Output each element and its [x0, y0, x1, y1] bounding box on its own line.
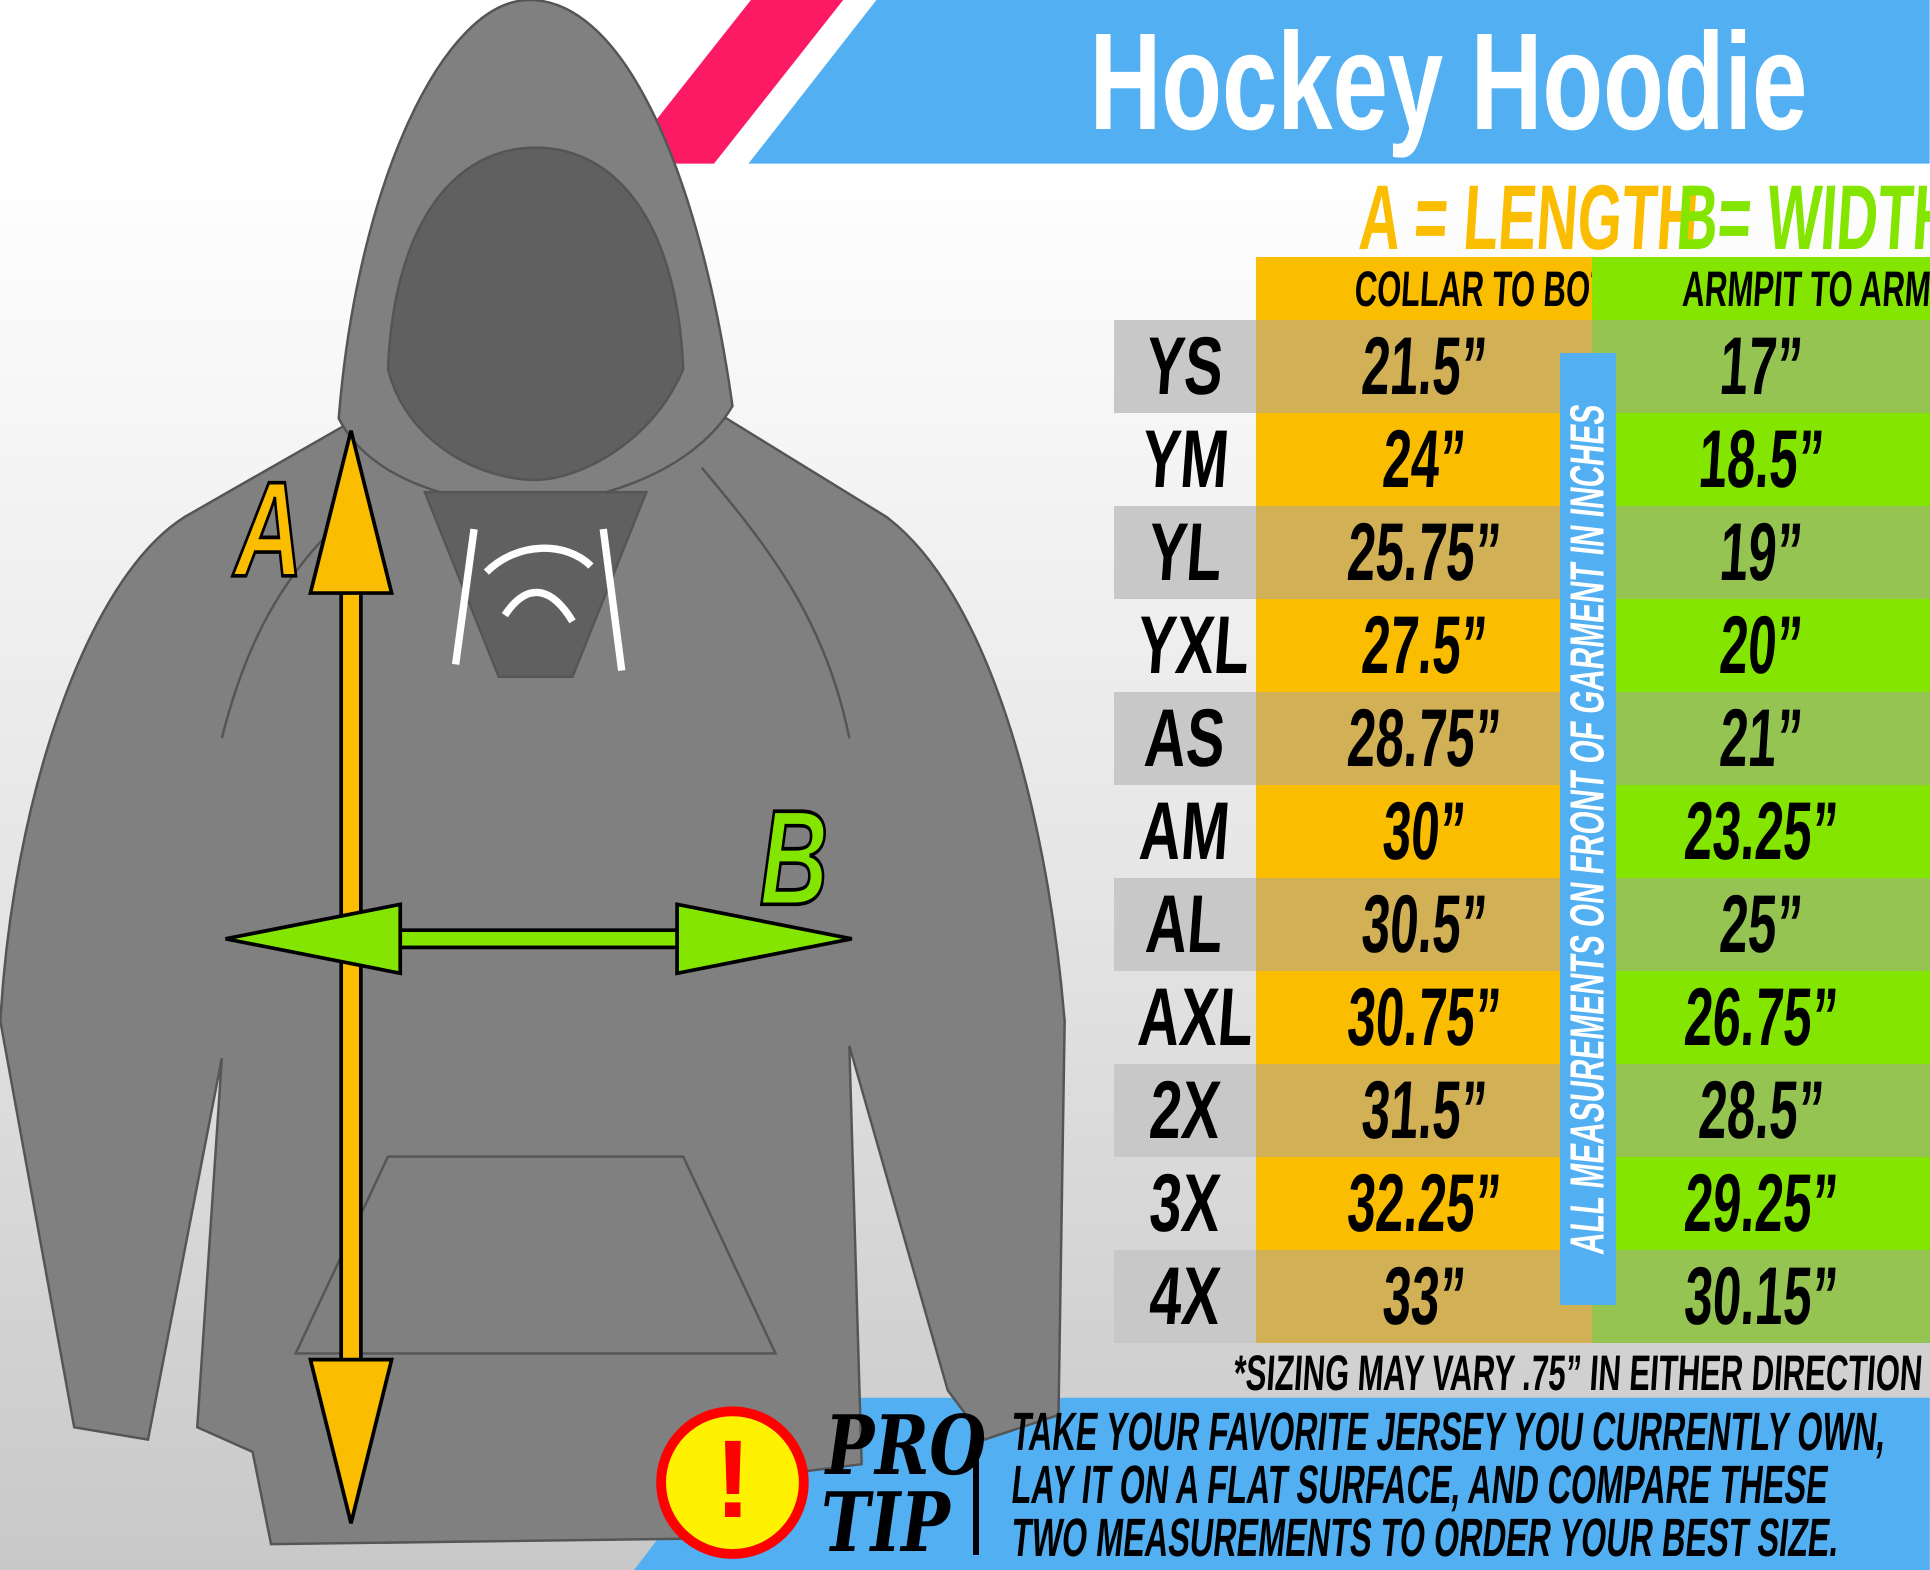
table-row: YL 25.75” 19”	[1114, 506, 1930, 599]
size-cell: YS	[1114, 320, 1256, 413]
width-cell: 20”	[1592, 599, 1930, 692]
size-cell: 3X	[1146, 1158, 1224, 1249]
size-cell: YXL	[1134, 600, 1253, 691]
size-cell: AS	[1114, 692, 1256, 785]
length-cell: 30.5”	[1256, 878, 1592, 971]
tip-banner	[634, 1397, 1930, 1570]
length-cell: 30”	[1256, 785, 1592, 878]
length-cell: 33”	[1256, 1250, 1592, 1343]
exclamation-icon: !	[714, 1418, 752, 1541]
pro-tip-text: TAKE YOUR FAVORITE JERSEY YOU CURRENTLY …	[1008, 1402, 1889, 1568]
length-arrow	[308, 430, 394, 1524]
width-cell: 30.15”	[1592, 1250, 1930, 1343]
title-banner	[748, 0, 1930, 164]
hoodie-body	[0, 0, 1066, 1546]
width-cell: 17”	[1592, 320, 1930, 413]
length-cell: 32.25”	[1256, 1157, 1592, 1250]
size-cell: 2X	[1114, 1064, 1256, 1157]
size-cell: AM	[1137, 786, 1233, 877]
width-cell: 25”	[1592, 878, 1930, 971]
pink-stripe	[621, 0, 844, 164]
pro-tip-label: PRO TIP	[814, 1398, 993, 1570]
length-cell: 30.75”	[1256, 971, 1592, 1064]
width-cell: 26.75”	[1592, 971, 1930, 1064]
width-header: B= WIDTH	[1673, 167, 1930, 269]
warning-circle	[656, 1406, 809, 1559]
length-cell: 21.5”	[1256, 320, 1592, 413]
width-cell: 23.25”	[1592, 785, 1930, 878]
size-cell: YL	[1114, 506, 1256, 599]
width-cell: 21”	[1592, 692, 1930, 785]
measurement-note-band: ALL MEASUREMENTS ON FRONT OF GARMENT IN …	[1560, 353, 1616, 1305]
table-row: YXL 27.5” 20”	[1114, 599, 1930, 692]
table-row: 3X 32.25” 29.25”	[1114, 1157, 1930, 1250]
size-cell: 4X	[1114, 1250, 1256, 1343]
table-row: AXL 30.75” 26.75”	[1114, 971, 1930, 1064]
size-cell: AL	[1114, 878, 1256, 971]
length-cell: 24”	[1256, 413, 1592, 506]
tip-divider	[973, 1420, 979, 1555]
lace-icon	[451, 528, 626, 672]
table-row: AM 30” 23.25”	[1114, 785, 1930, 878]
label-b: B	[760, 782, 828, 934]
size-cell: YM	[1138, 414, 1232, 505]
length-cell: 31.5”	[1256, 1064, 1592, 1157]
table-row: AL 30.5” 25”	[1114, 878, 1930, 971]
size-cell: AXL	[1135, 972, 1257, 1063]
page-title: Hockey Hoodie	[1089, 5, 1808, 159]
width-cell: 29.25”	[1592, 1157, 1930, 1250]
width-cell: 28.5”	[1592, 1064, 1930, 1157]
table-row: 4X 33” 30.15”	[1114, 1250, 1930, 1343]
length-cell: 25.75”	[1256, 506, 1592, 599]
width-arrow	[225, 902, 853, 976]
table-row: YM 24” 18.5”	[1114, 413, 1930, 506]
label-a: A	[232, 453, 303, 605]
table-row: AS 28.75” 21”	[1114, 692, 1930, 785]
length-cell: 27.5”	[1256, 599, 1592, 692]
table-row: YS 21.5” 17”	[1114, 320, 1930, 413]
table-row: 2X 31.5” 28.5”	[1114, 1064, 1930, 1157]
length-header: A = LENGTH	[1356, 167, 1702, 269]
width-subheader: ARMPIT TO ARMPIT	[1592, 257, 1930, 321]
length-cell: 28.75”	[1256, 692, 1592, 785]
width-cell: 18.5”	[1592, 413, 1930, 506]
width-cell: 19”	[1592, 506, 1930, 599]
sizing-footnote: *SIZING MAY VARY .75” IN EITHER DIRECTIO…	[1231, 1345, 1924, 1401]
length-subheader: COLLAR TO BOTTOM	[1256, 257, 1679, 321]
